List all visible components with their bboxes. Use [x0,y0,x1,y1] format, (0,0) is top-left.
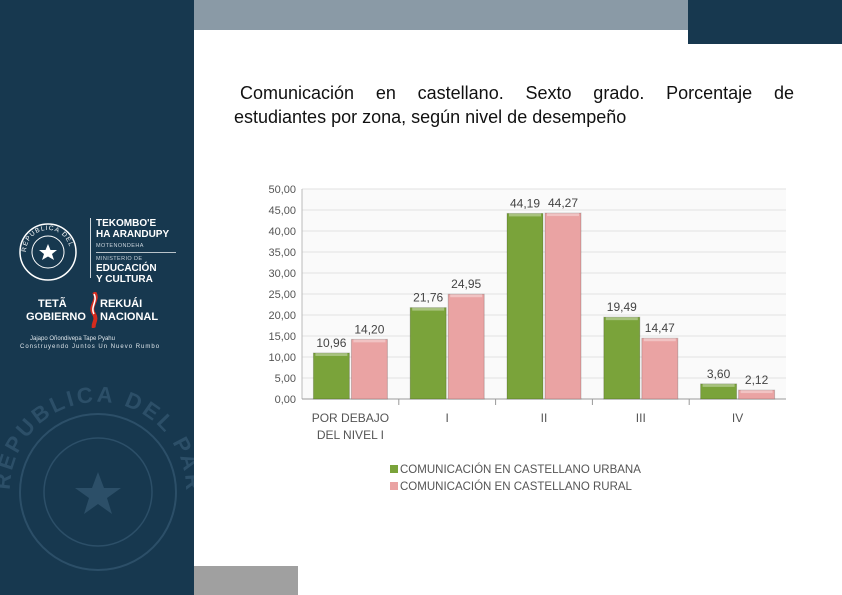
x-tick-label: IV [732,411,743,425]
x-tick-label: II [541,411,548,425]
y-tick-label: 40,00 [268,226,296,238]
y-tick-label: 50,00 [268,184,296,196]
y-tick-label: 0,00 [275,394,296,406]
bar-highlight [547,213,579,217]
y-tick-label: 5,00 [275,373,296,385]
y-tick-label: 25,00 [268,289,296,301]
sidebar: REPUBLICA DEL PARAGUAY [0,0,194,595]
ministry-edu: EDUCACIÓN Y CULTURA [96,263,157,285]
ministry-line3: EDUCACIÓN [96,263,157,274]
data-label: 2,12 [745,373,769,387]
y-tick-label: 30,00 [268,268,296,280]
legend-label: COMUNICACIÓN EN CASTELLANO RURAL [400,480,633,493]
gov-slogan1: Jajapo Oñondivepa Tape Pyahu [30,336,115,342]
logo-divider [90,218,91,278]
y-tick-label: 10,00 [268,352,296,364]
gov-right: REKUÁI NACIONAL [100,298,158,324]
legend-label: COMUNICACIÓN EN CASTELLANO URBANA [400,463,641,476]
gov-line1: TETÃ [38,298,67,310]
x-tick-label: DEL NIVEL I [317,428,384,442]
watermark-seal: REPUBLICA DEL PARAGUAY [0,380,194,571]
bar [544,212,582,400]
bar-highlight [412,307,445,311]
y-tick-label: 45,00 [268,205,296,217]
ministry-line1: TEKOMBO'E [96,218,157,229]
bottom-bar [194,566,298,595]
bar [447,293,485,400]
bar-highlight [353,339,386,343]
top-bar [194,0,688,30]
ministry-name: TEKOMBO'E HA ARANDUPY [96,218,169,240]
bar [506,212,544,400]
gov-slogan2: Construyendo Juntos Un Nuevo Rumbo [20,344,161,350]
bar [350,338,388,400]
title-line2: estudiantes por zona, según nivel de des… [234,107,627,127]
ministry-sub: MOTENONDEHA [96,243,144,249]
page-title: Comunicación en castellano. Sexto grado.… [234,81,794,129]
data-label: 3,60 [707,367,731,381]
bar-highlight [605,317,638,321]
bar-highlight [740,390,773,394]
bar [700,383,738,400]
y-tick-label: 15,00 [268,331,296,343]
data-label: 14,20 [354,322,384,336]
bar [409,307,447,400]
bar-chart: 0,00 5,00 10,00 15,00 20,00 25,00 30,00 35,00 40… [268,184,786,493]
x-tick-label: III [636,411,646,425]
data-label: 21,76 [413,291,443,305]
seal-logo: REPUBLICA DEL PARAGUAY [18,222,77,281]
gov-left: TETÃ GOBIERNO [26,298,86,324]
bar-highlight [509,213,541,217]
bar-highlight [450,294,483,298]
data-label: 24,95 [451,277,481,291]
legend-swatch [390,482,398,490]
title-line1: Comunicación en castellano. Sexto grado.… [240,83,794,103]
ministry-line2: HA ARANDUPY [96,229,170,240]
y-tick-label: 20,00 [268,310,296,322]
ministry-label: MINISTERIO DE [96,256,143,262]
data-label: 14,47 [645,321,675,335]
y-tick-label: 35,00 [268,247,296,259]
bar [312,352,350,400]
ministry-divider [96,252,176,253]
data-label: 44,27 [548,196,578,210]
bar-highlight [315,352,348,356]
bar [603,316,641,400]
gov-line3: REKUÁI [100,298,143,310]
bar-highlight [702,383,735,387]
gov-line2: GOBIERNO [26,311,86,323]
flag-icon [90,292,98,328]
data-label: 19,49 [607,300,637,314]
x-tick-label: I [446,411,449,425]
legend-swatch [390,465,398,473]
data-label: 10,96 [316,336,346,350]
ministry-line4: Y CULTURA [96,274,153,285]
gov-line4: NACIONAL [100,311,159,323]
bar-highlight [643,338,676,342]
bar [641,337,679,400]
bar [738,389,776,400]
data-label: 44,19 [510,196,540,210]
x-tick-label: POR DEBAJO [312,411,389,425]
top-bar-accent [688,0,842,44]
